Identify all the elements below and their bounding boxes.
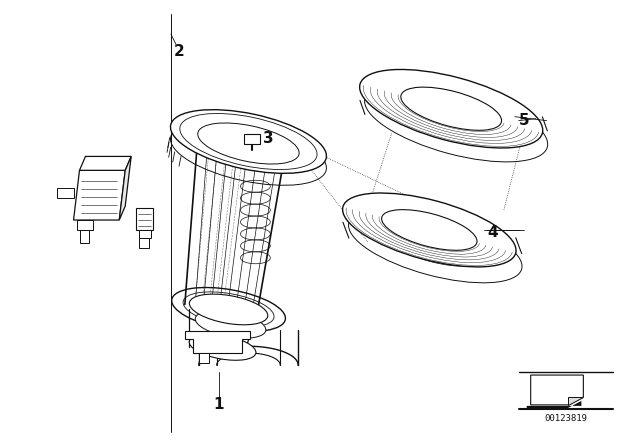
Polygon shape — [136, 208, 153, 230]
Polygon shape — [244, 134, 260, 143]
Ellipse shape — [381, 210, 477, 250]
Ellipse shape — [342, 193, 516, 267]
Polygon shape — [531, 375, 583, 405]
Text: 4: 4 — [487, 225, 497, 241]
Ellipse shape — [172, 288, 285, 332]
Polygon shape — [74, 170, 125, 220]
Ellipse shape — [195, 310, 266, 338]
Polygon shape — [79, 156, 131, 170]
Polygon shape — [527, 401, 581, 409]
Polygon shape — [185, 332, 250, 353]
Text: 3: 3 — [263, 131, 274, 146]
Ellipse shape — [360, 69, 543, 148]
Polygon shape — [79, 230, 90, 243]
Text: 2: 2 — [173, 43, 184, 59]
Ellipse shape — [189, 334, 256, 360]
Text: 1: 1 — [213, 397, 224, 412]
Polygon shape — [568, 397, 583, 405]
Polygon shape — [77, 220, 93, 230]
Ellipse shape — [401, 87, 502, 130]
Polygon shape — [139, 238, 149, 248]
Polygon shape — [199, 353, 209, 363]
Polygon shape — [119, 156, 131, 220]
Ellipse shape — [170, 110, 326, 173]
Text: 5: 5 — [519, 113, 529, 128]
Ellipse shape — [189, 294, 268, 325]
Polygon shape — [57, 188, 74, 198]
Polygon shape — [139, 230, 151, 238]
Ellipse shape — [198, 123, 299, 164]
Text: 00123819: 00123819 — [545, 414, 588, 423]
